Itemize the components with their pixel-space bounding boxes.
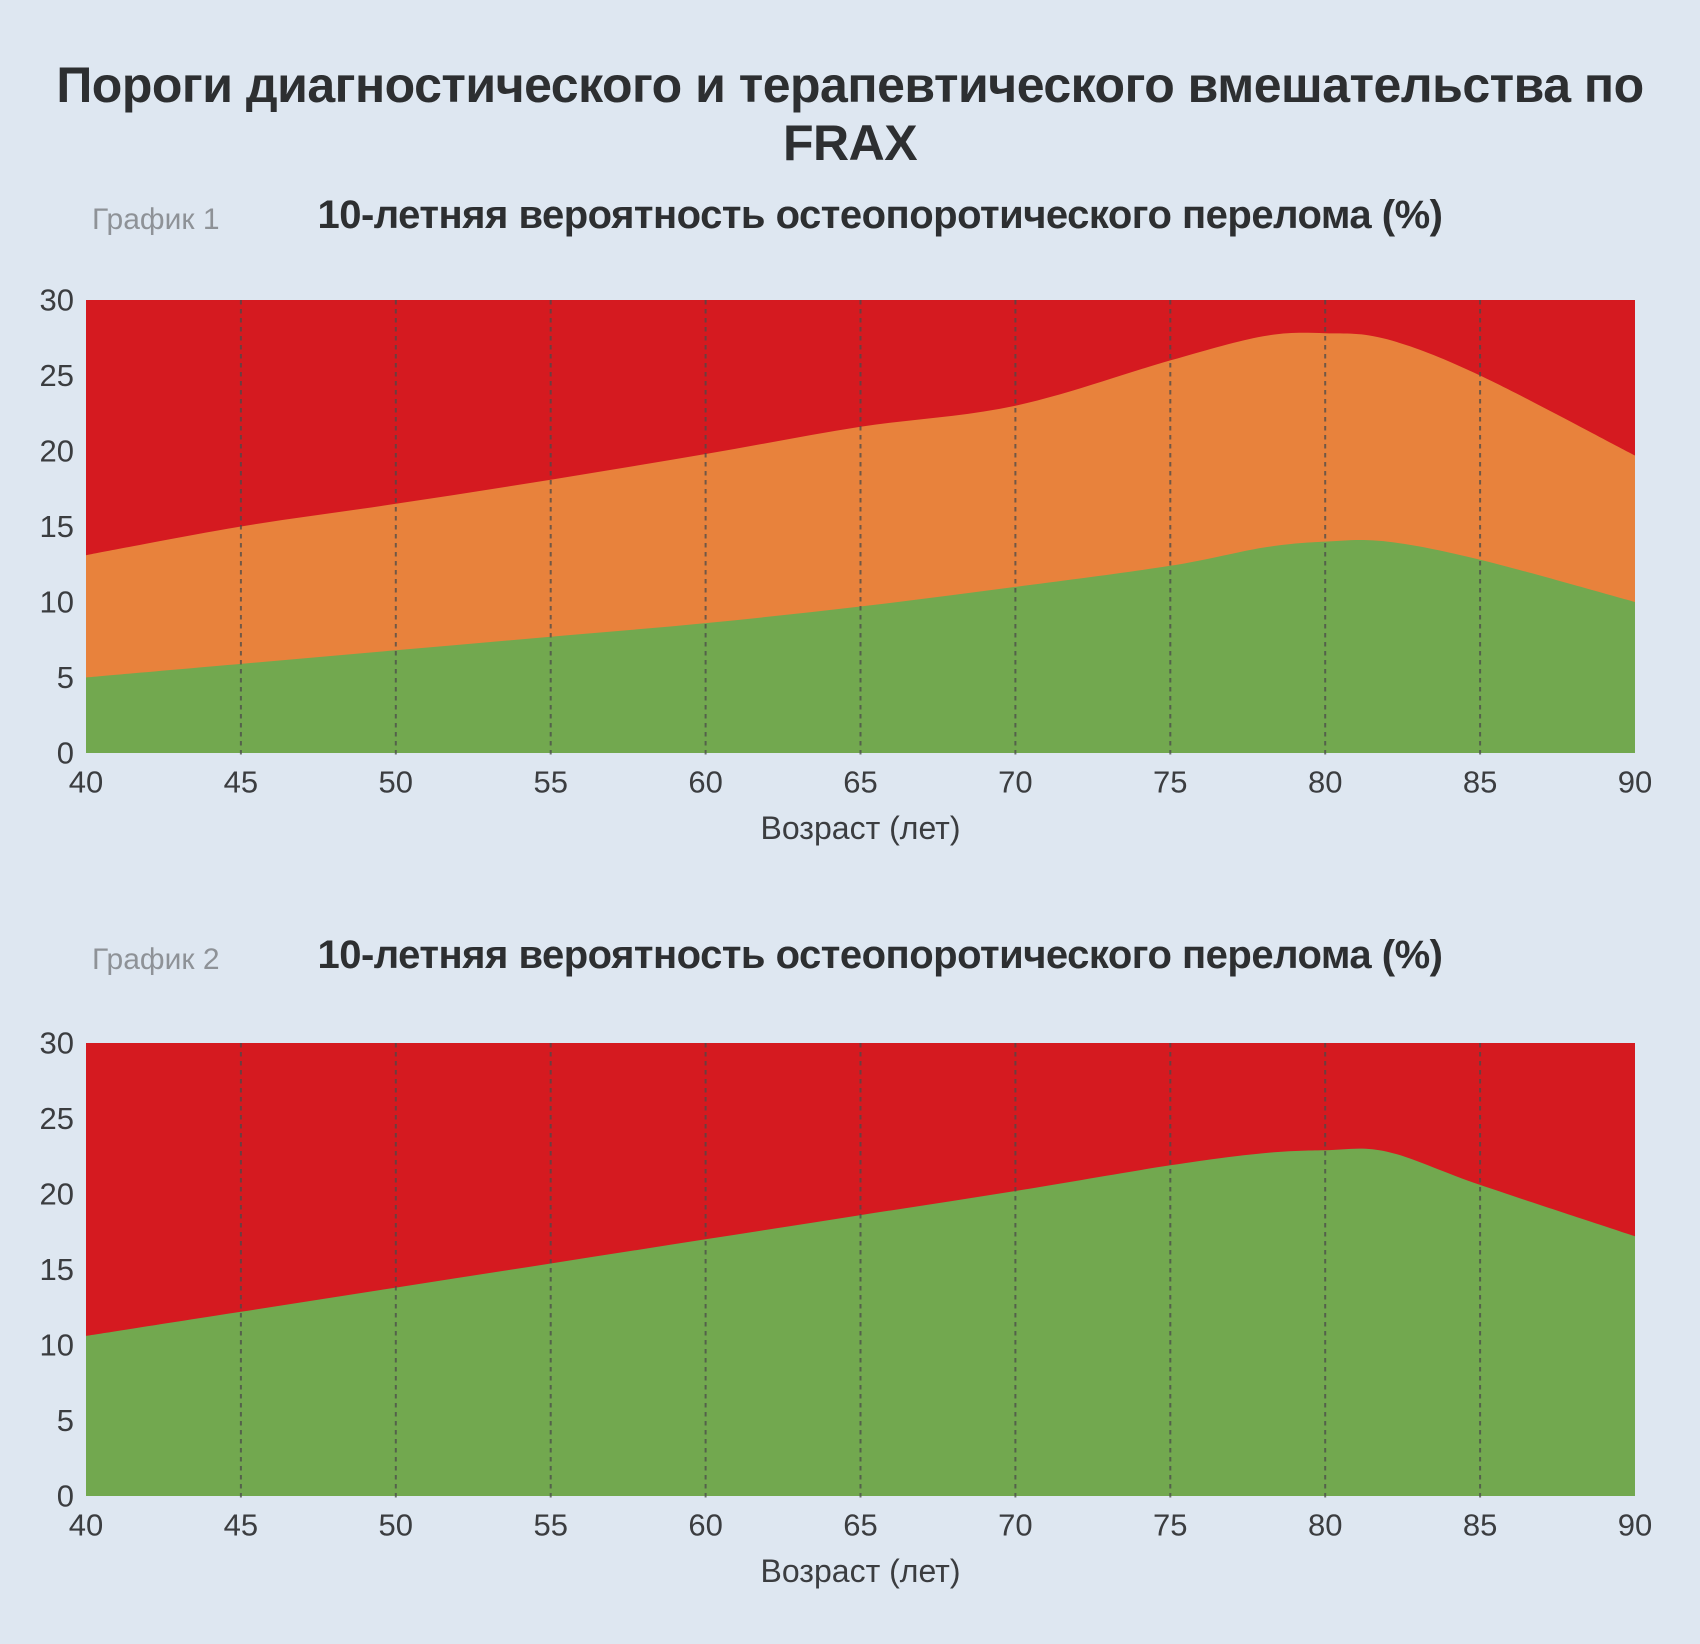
- x-axis-label: Возраст (лет): [761, 810, 961, 846]
- x-axis-tick: 75: [1153, 1507, 1187, 1542]
- x-axis-tick: 65: [843, 1507, 877, 1542]
- y-axis-tick: 15: [40, 1252, 74, 1287]
- x-axis-tick: 50: [379, 764, 413, 799]
- x-axis-tick: 45: [224, 1507, 258, 1542]
- x-axis-tick: 70: [998, 1507, 1032, 1542]
- y-axis-tick: 10: [40, 1328, 74, 1363]
- x-axis-tick: 70: [998, 764, 1032, 799]
- chart-1-title: 10-летняя вероятность остеопоротического…: [317, 193, 1443, 237]
- y-axis-tick: 25: [40, 1101, 74, 1136]
- x-axis-label: Возраст (лет): [761, 1553, 961, 1589]
- y-axis-tick: 15: [40, 509, 74, 544]
- x-axis-tick: 55: [533, 1507, 567, 1542]
- chart-2-title: 10-летняя вероятность остеопоротического…: [317, 933, 1443, 977]
- x-axis-tick: 80: [1308, 1507, 1342, 1542]
- chart-2-canvas: 0 5 10 15 20 25 30 40 45 50 55 60 65 70 75 80 85 90 Возрас…: [40, 1026, 1653, 1590]
- y-axis-tick: 5: [57, 1403, 74, 1438]
- x-axis-tick: 60: [688, 1507, 722, 1542]
- x-axis-tick: 60: [688, 764, 722, 799]
- chart-1-canvas: 0 5 10 15 20 25 30 40 45 50 55 60 65 70 75 80 85 90 Возрас…: [40, 283, 1653, 847]
- y-axis-tick: 20: [40, 1177, 74, 1212]
- chart-1-header: График 1 10-летняя вероятность остеопоро…: [0, 191, 1700, 241]
- y-axis-tick: 20: [40, 434, 74, 469]
- x-axis-tick: 80: [1308, 764, 1342, 799]
- y-axis-tick: 10: [40, 585, 74, 620]
- x-axis-tick: 50: [379, 1507, 413, 1542]
- chart-2-header: График 2 10-летняя вероятность остеопоро…: [0, 931, 1700, 981]
- x-axis-tick: 55: [533, 764, 567, 799]
- x-axis-tick: 45: [224, 764, 258, 799]
- chart-1-graph-label: График 1: [92, 203, 220, 236]
- x-axis-tick: 85: [1463, 1507, 1497, 1542]
- band-low-risk-green: [86, 540, 1635, 753]
- y-axis-tick: 0: [57, 1479, 74, 1514]
- y-axis-tick: 25: [40, 358, 74, 393]
- y-axis-tick: 5: [57, 660, 74, 695]
- x-axis-tick: 40: [69, 764, 103, 799]
- y-axis-tick: 30: [40, 1026, 74, 1061]
- x-axis-tick: 75: [1153, 764, 1187, 799]
- x-axis-tick: 65: [843, 764, 877, 799]
- x-axis-tick: 90: [1618, 764, 1652, 799]
- y-axis-tick: 0: [57, 736, 74, 771]
- chart-2-graph-label: График 2: [92, 943, 220, 976]
- y-axis-tick: 30: [40, 283, 74, 318]
- page-title: Пороги диагностического и терапевтическо…: [56, 57, 1644, 171]
- x-axis-tick: 85: [1463, 764, 1497, 799]
- x-axis-tick: 40: [69, 1507, 103, 1542]
- x-axis-tick: 90: [1618, 1507, 1652, 1542]
